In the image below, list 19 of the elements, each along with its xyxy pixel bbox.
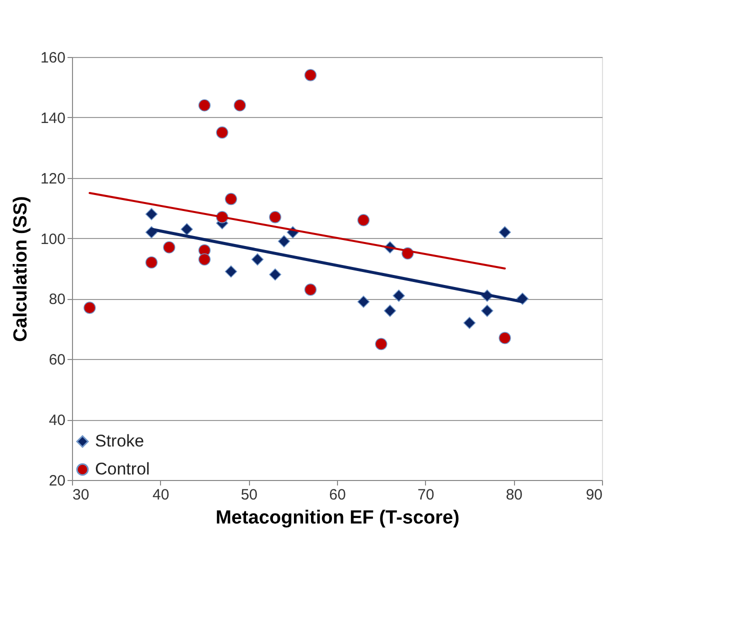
- x-tick-label: 80: [506, 486, 523, 504]
- y-tick-label: 120: [40, 170, 66, 188]
- x-tick-label: 30: [72, 486, 90, 504]
- x-tick-label: 90: [586, 486, 602, 504]
- y-tick-label: 40: [48, 412, 66, 430]
- x-tick-label: 60: [329, 486, 346, 504]
- y-tick-label: 80: [48, 291, 66, 308]
- y-tick-label: 20: [48, 472, 66, 490]
- x-tick-label: 70: [417, 486, 434, 504]
- y-tick-label: 140: [40, 110, 66, 127]
- x-tick-label: 50: [240, 486, 258, 504]
- y-tick-label: 160: [40, 50, 66, 66]
- legend-label: Stroke: [95, 432, 144, 450]
- legend-label: Control: [95, 460, 150, 478]
- x-tick-label: 40: [152, 486, 170, 504]
- y-tick-label: 60: [48, 352, 66, 369]
- y-tick-label: 100: [40, 230, 66, 248]
- y-axis-title: Calculation (SS): [10, 196, 32, 342]
- x-axis-title: Metacognition EF (T-score): [216, 508, 460, 528]
